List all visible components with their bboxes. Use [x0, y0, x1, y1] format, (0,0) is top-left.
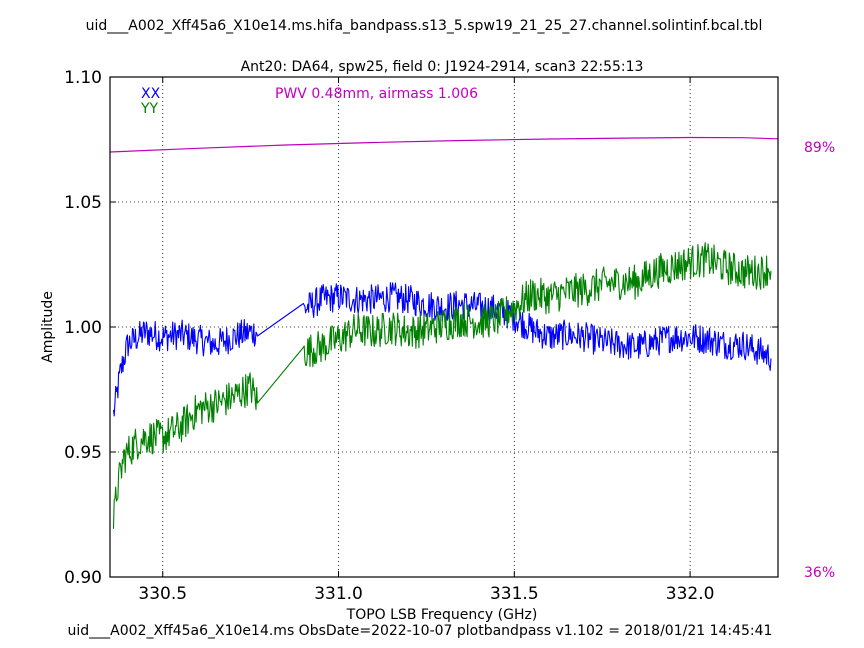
y-axis-label: Amplitude: [40, 291, 56, 363]
y-tick-label: 1.05: [64, 193, 102, 213]
x-axis-label: TOPO LSB Frequency (GHz): [346, 607, 538, 623]
x-tick-label: 330.5: [138, 584, 187, 604]
series-layer: [109, 136, 779, 529]
legend-yy: YY: [140, 101, 159, 117]
series-line-xx: [112, 282, 772, 417]
pwv-annotation: PWV 0.48mm, airmass 1.006: [275, 86, 478, 102]
y-tick-label: 1.10: [64, 68, 102, 88]
right-label-bottom: 36%: [804, 565, 835, 581]
series-line-atm: [109, 136, 779, 153]
grid-lines: [110, 76, 778, 578]
x-tick-label: 331.5: [490, 584, 539, 604]
y-tick-label: 0.95: [64, 443, 102, 463]
x-tick-label: 331.0: [314, 584, 363, 604]
legend-xx: XX: [141, 86, 161, 102]
series-line-yy: [112, 242, 772, 529]
chart-subtitle: Ant20: DA64, spw25, field 0: J1924-2914,…: [241, 59, 644, 75]
y-tick-label: 0.90: [64, 568, 102, 588]
ticks: 330.5 331.0 331.5 332.0 0.90 0.95 1.00 1.05 1.10: [64, 68, 778, 604]
chart-title: uid___A002_Xff45a6_X10e14.ms.hifa_bandpa…: [86, 18, 763, 34]
y-tick-label: 1.00: [64, 318, 102, 338]
x-tick-label: 332.0: [666, 584, 715, 604]
right-label-top: 89%: [804, 140, 835, 156]
footer-text: uid___A002_Xff45a6_X10e14.ms ObsDate=202…: [68, 623, 773, 639]
